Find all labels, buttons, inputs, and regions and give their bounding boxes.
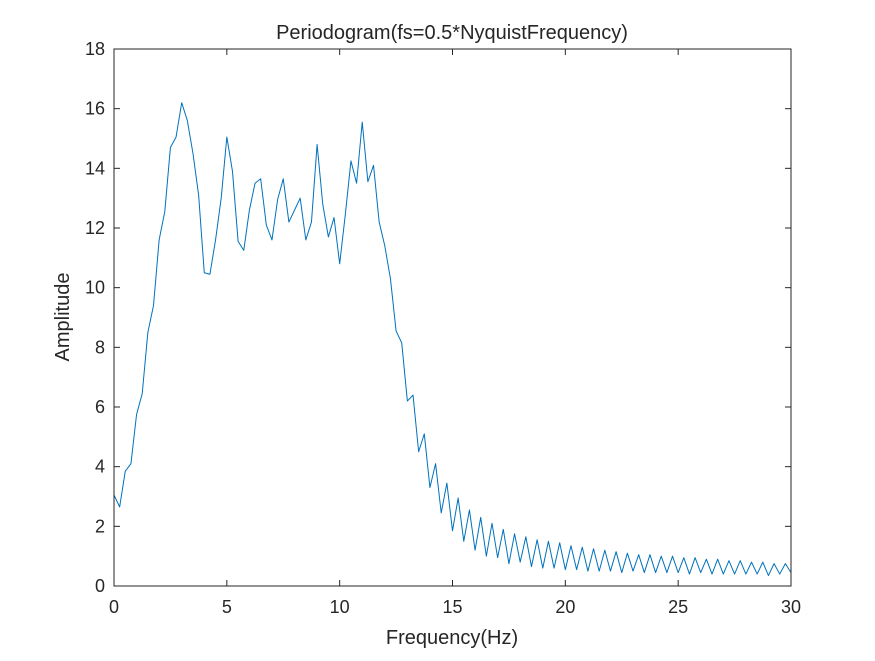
y-tick-label-1: 2 xyxy=(95,516,105,536)
x-axis-label: Frequency(Hz) xyxy=(386,627,518,649)
y-tick-label-5: 10 xyxy=(85,278,105,298)
x-tick-label-4: 20 xyxy=(555,597,575,617)
x-tick-label-1: 5 xyxy=(222,597,232,617)
x-tick-label-2: 10 xyxy=(330,597,350,617)
y-tick-label-9: 18 xyxy=(85,39,105,59)
y-ticks: 0 2 4 6 8 10 12 14 16 18 xyxy=(85,39,791,596)
y-tick-label-8: 16 xyxy=(85,99,105,119)
x-ticks: 0 5 10 15 20 25 30 xyxy=(109,49,801,617)
x-tick-label-5: 25 xyxy=(668,597,688,617)
y-tick-label-2: 4 xyxy=(95,457,105,477)
y-axis-label: Amplitude xyxy=(52,273,74,362)
series-layer xyxy=(113,102,792,577)
y-tick-label-4: 8 xyxy=(95,337,105,357)
y-tick-label-0: 0 xyxy=(95,576,105,596)
plot-area xyxy=(114,49,791,586)
x-tick-label-0: 0 xyxy=(109,597,119,617)
x-tick-label-3: 15 xyxy=(442,597,462,617)
series-line-0 xyxy=(113,102,792,577)
y-tick-label-6: 12 xyxy=(85,218,105,238)
chart-title: Periodogram(fs=0.5*NyquistFrequency) xyxy=(276,22,628,44)
y-tick-label-7: 14 xyxy=(85,158,105,178)
x-tick-label-6: 30 xyxy=(781,597,801,617)
y-tick-label-3: 6 xyxy=(95,397,105,417)
